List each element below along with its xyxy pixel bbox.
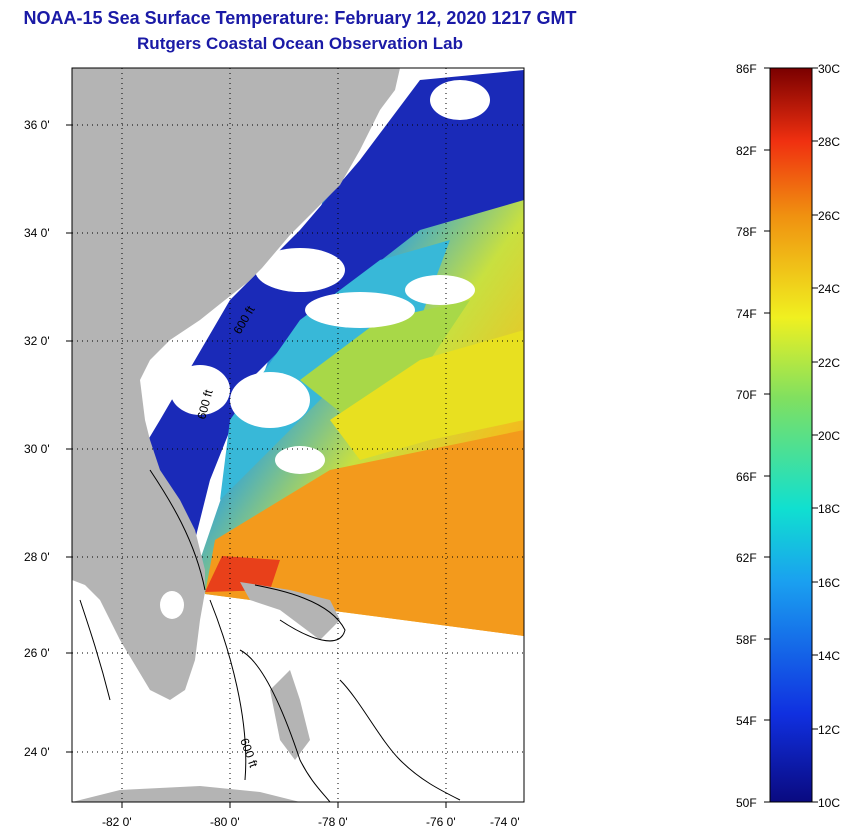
- cbar-c-4: 24C: [818, 282, 840, 296]
- cold-shelf: [100, 70, 524, 580]
- lat-tick-2: 34 0': [24, 226, 50, 240]
- cbar-c-11: 10C: [818, 796, 840, 810]
- cbar-f-6: 66F: [736, 470, 757, 484]
- map-frame: [71, 67, 525, 803]
- lon-tick-1: -82 0': [102, 815, 132, 829]
- lat-tick-3: 32 0': [24, 334, 50, 348]
- cbar-c-6: 20C: [818, 429, 840, 443]
- cbar-f-3: 78F: [736, 225, 757, 239]
- lon-tick-4: -76 0': [426, 815, 456, 829]
- cbar-f-4: 74F: [736, 307, 757, 321]
- land-islands-2: [240, 582, 340, 640]
- warm-band: [205, 430, 524, 636]
- land-us: [72, 68, 400, 700]
- cbar-c-7: 18C: [818, 502, 840, 516]
- cbar-f-5: 70F: [736, 388, 757, 402]
- green-band: [300, 300, 470, 420]
- lat-tick-4: 30 0': [24, 442, 50, 456]
- cbar-c-8: 16C: [818, 576, 840, 590]
- yellow-band: [330, 330, 524, 460]
- cbar-f-7: 62F: [736, 551, 757, 565]
- cbar-c-3: 26C: [818, 209, 840, 223]
- cloud-cover: [170, 80, 490, 474]
- axis-ticks: [66, 124, 447, 808]
- land-islands: [270, 670, 310, 760]
- cbar-f-1: 86F: [736, 62, 757, 76]
- cbar-c-1: 30C: [818, 62, 840, 76]
- colorbar-ticks: [764, 67, 818, 803]
- graticule: [72, 68, 524, 802]
- lat-tick-5: 28 0': [24, 550, 50, 564]
- hot-band: [205, 556, 280, 592]
- bathymetry-contours: [79, 469, 461, 802]
- cbar-c-2: 28C: [818, 135, 840, 149]
- map-subtitle: Rutgers Coastal Ocean Observation Lab: [137, 34, 463, 53]
- lon-tick-5: -74 0': [490, 815, 520, 829]
- land-cuba: [72, 786, 300, 802]
- cbar-f-10: 50F: [736, 796, 757, 810]
- lon-tick-3: -78 0': [318, 815, 348, 829]
- cbar-f-9: 54F: [736, 714, 757, 728]
- map-image: [72, 68, 524, 802]
- lat-tick-6: 26 0': [24, 646, 50, 660]
- lon-tick-2: -80 0': [210, 815, 240, 829]
- colorbar: [769, 67, 813, 803]
- lat-tick-1: 36 0': [24, 118, 50, 132]
- lake-okeechobee: [160, 591, 184, 619]
- cbar-c-10: 12C: [818, 723, 840, 737]
- map-title: NOAA-15 Sea Surface Temperature: Februar…: [23, 8, 577, 28]
- cbar-c-5: 22C: [818, 356, 840, 370]
- cbar-f-8: 58F: [736, 633, 757, 647]
- cbar-f-2: 82F: [736, 144, 757, 158]
- cbar-c-9: 14C: [818, 649, 840, 663]
- lat-tick-7: 24 0': [24, 745, 50, 759]
